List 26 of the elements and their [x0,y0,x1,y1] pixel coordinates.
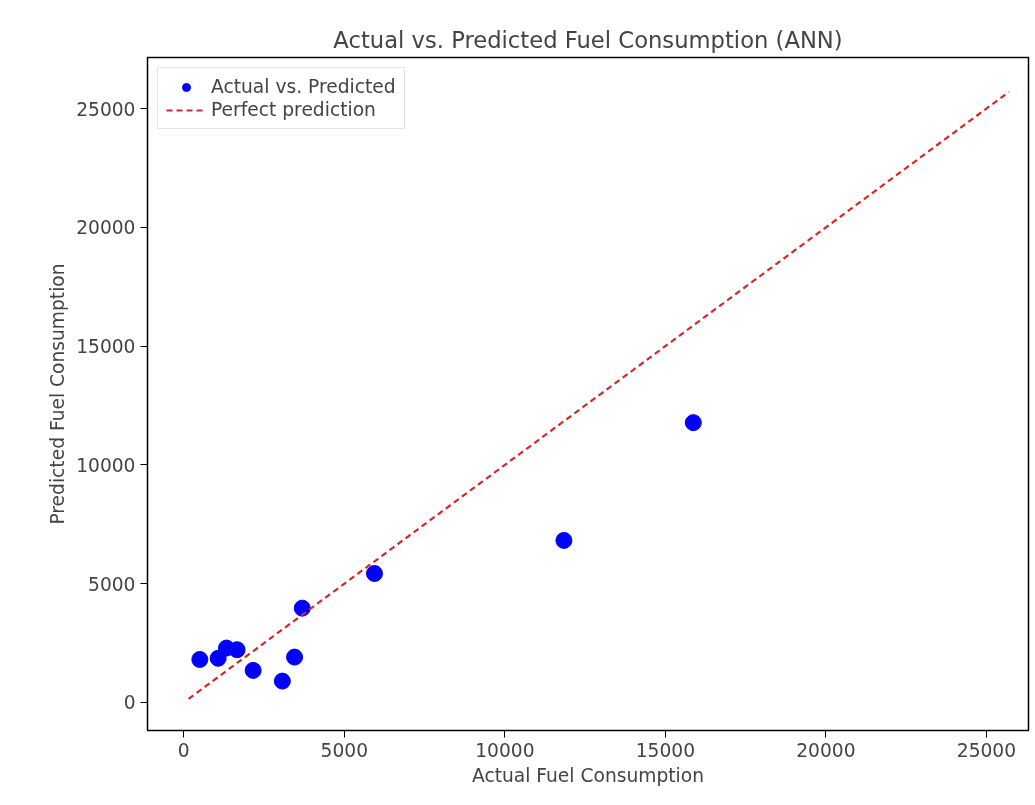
point [191,650,209,668]
point [228,641,246,659]
x-tick-label: 25000 [956,739,1017,761]
x-tick-label: 10000 [475,739,535,761]
y-tick-label: 20000 [76,217,136,239]
y-tick-label: 10000 [76,454,136,476]
point [244,661,262,679]
point [684,414,702,432]
x-axis-title: Actual Fuel Consumption [471,764,705,786]
point [273,672,291,690]
point [365,564,383,582]
chart-title: Actual vs. Predicted Fuel Consumption (ANN) [333,26,843,53]
x-tick-label: 0 [177,739,190,761]
legend-label: Perfect prediction [211,99,376,120]
x-tick-label: 5000 [320,739,369,761]
point [555,531,573,549]
y-axis-title: Predicted Fuel Consumption [47,263,69,525]
point [293,599,311,617]
x-tick-label: 20000 [796,739,856,761]
y-tick-label: 5000 [88,573,136,595]
point [286,648,304,666]
legend-label: Actual vs. Predicted [211,76,396,97]
y-tick-label: 25000 [76,98,136,120]
x-tick-label: 15000 [635,739,696,761]
y-tick-label: 0 [123,692,136,714]
y-tick-label: 15000 [76,336,136,358]
